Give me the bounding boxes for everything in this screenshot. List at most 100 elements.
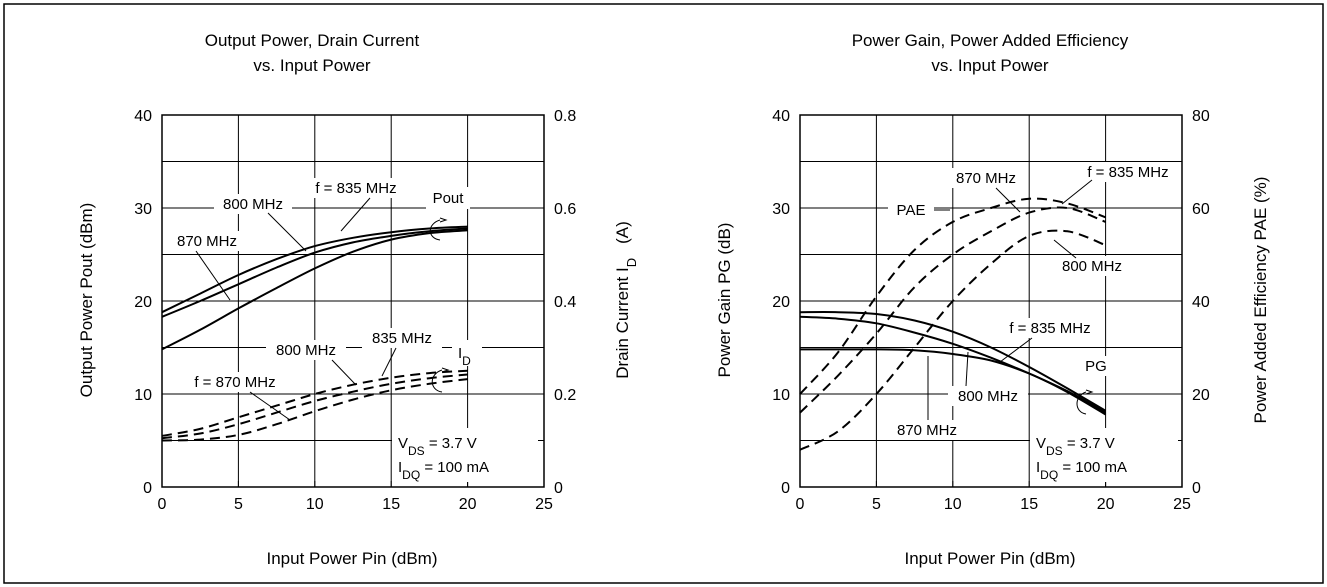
x-tick-label: 25 — [1173, 496, 1191, 513]
label-bg — [266, 340, 346, 360]
leader-870mhz — [195, 250, 231, 301]
label-bg — [214, 194, 292, 214]
leader-pae-800 — [1053, 239, 1077, 259]
label-bg — [426, 187, 470, 209]
label-800mhz: 800 MHz — [223, 196, 283, 213]
label-bg — [310, 178, 404, 198]
label-bg — [452, 340, 482, 366]
label-idq-right: IDQ = 100 mA — [1036, 459, 1127, 482]
label-pout: Pout — [433, 190, 465, 207]
label-bg — [1078, 162, 1178, 182]
label-pg-f835mhz: f = 835 MHz — [1009, 320, 1090, 337]
y-right-tick-label: 0.2 — [554, 387, 576, 404]
y-left-tick-label: 20 — [772, 294, 790, 311]
chart-left-plot-area — [161, 114, 545, 488]
series-line-2 — [161, 229, 468, 351]
series-line-3 — [799, 197, 1106, 395]
y-right-tick-label: 0.6 — [554, 201, 576, 218]
label-bg — [1000, 318, 1100, 338]
chart-left: Output Power, Drain Current vs. Input Po… — [77, 31, 639, 568]
label-pae: PAE — [897, 202, 926, 219]
y-right-tick-label: 0.4 — [554, 294, 576, 311]
label-id-835mhz: 835 MHz — [372, 330, 432, 347]
y-left-tick-label: 40 — [772, 108, 790, 125]
leader-pae-870 — [995, 187, 1021, 213]
pout-curl-icon — [429, 217, 448, 241]
y-left-tick-label: 30 — [134, 201, 152, 218]
pg-curl-icon — [1076, 389, 1094, 415]
chart-left-ylabel-right: Drain Current ID(A) — [613, 221, 639, 379]
chart-right: Power Gain, Power Added Efficiency vs. I… — [715, 31, 1270, 568]
x-tick-label: 25 — [535, 496, 553, 513]
y-left-tick-label: 20 — [134, 294, 152, 311]
series-line-4 — [799, 206, 1106, 414]
series-line-1 — [161, 227, 468, 318]
label-870mhz: 870 MHz — [177, 233, 237, 250]
label-bg — [948, 386, 1028, 406]
label-pg: PG — [1085, 358, 1107, 375]
leader-800mhz — [267, 212, 307, 252]
series-line-1 — [799, 315, 1107, 414]
y-left-tick-label: 0 — [143, 480, 152, 497]
y-right-tick-label: 0 — [554, 480, 563, 497]
y-left-tick-label: 0 — [781, 480, 790, 497]
label-bg — [362, 328, 442, 348]
y-left-tick-label: 10 — [772, 387, 790, 404]
y-left-tick-label: 40 — [134, 108, 152, 125]
chart-right-series — [799, 197, 1107, 451]
y-right-tick-label: 0 — [1192, 480, 1201, 497]
x-tick-label: 20 — [1097, 496, 1115, 513]
label-bg — [1030, 428, 1178, 482]
leader-pg-800 — [965, 351, 969, 387]
label-pae-f835mhz: f = 835 MHz — [1087, 164, 1168, 181]
leader-f835mhz — [340, 197, 371, 232]
x-tick-label: 10 — [944, 496, 962, 513]
series-line-0 — [161, 225, 468, 314]
y-left-tick-label: 30 — [772, 201, 790, 218]
label-bg — [946, 168, 1026, 188]
chart-left-series — [161, 225, 468, 442]
chart-left-annotations: 800 MHz f = 835 MHz 870 MHz Pout 800 MHz… — [168, 178, 538, 482]
y-left-tick-label: 10 — [134, 387, 152, 404]
leader-pae-835 — [1061, 179, 1093, 205]
leader-id-870 — [249, 391, 291, 421]
chart-left-ylabel: Output Power Pout (dBm) — [77, 203, 96, 398]
x-tick-label: 0 — [796, 496, 805, 513]
series-line-2 — [799, 311, 1107, 412]
label-id-f870mhz: f = 870 MHz — [194, 374, 275, 391]
label-f835mhz: f = 835 MHz — [315, 180, 396, 197]
label-bg — [1050, 256, 1130, 276]
x-tick-label: 20 — [459, 496, 477, 513]
chart-left-xlabel: Input Power Pin (dBm) — [266, 549, 437, 568]
label-pae-870mhz: 870 MHz — [956, 170, 1016, 187]
label-bg — [186, 372, 284, 392]
label-id-800mhz: 800 MHz — [276, 342, 336, 359]
label-bg — [1078, 356, 1114, 376]
x-tick-label: 15 — [382, 496, 400, 513]
id-curl-icon — [431, 367, 450, 393]
leader-id-800 — [331, 359, 357, 386]
chart-right-title-line1: Power Gain, Power Added Efficiency — [852, 31, 1129, 50]
label-id: ID — [458, 345, 471, 368]
chart-left-title-line1: Output Power, Drain Current — [205, 31, 420, 50]
chart-right-title-line2: vs. Input Power — [931, 56, 1049, 75]
y-right-tick-label: 60 — [1192, 201, 1210, 218]
x-tick-label: 0 — [158, 496, 167, 513]
label-bg — [392, 428, 538, 482]
label-bg — [888, 200, 934, 220]
y-right-tick-label: 20 — [1192, 387, 1210, 404]
label-bg — [886, 420, 968, 440]
y-right-tick-label: 80 — [1192, 108, 1210, 125]
chart-left-title-line2: vs. Input Power — [253, 56, 371, 75]
label-bg — [168, 231, 246, 251]
x-tick-label: 15 — [1020, 496, 1038, 513]
x-tick-label: 5 — [234, 496, 243, 513]
label-vds: VDS = 3.7 V — [398, 435, 477, 458]
y-right-tick-label: 0.8 — [554, 108, 576, 125]
label-pae-800mhz: 800 MHz — [1062, 258, 1122, 275]
label-vds-right: VDS = 3.7 V — [1036, 435, 1115, 458]
y-right-tick-label: 40 — [1192, 294, 1210, 311]
